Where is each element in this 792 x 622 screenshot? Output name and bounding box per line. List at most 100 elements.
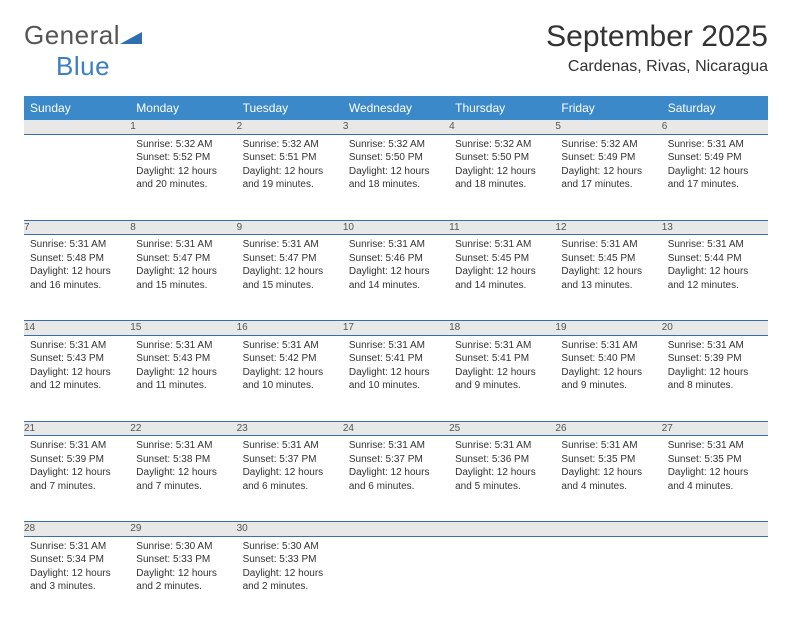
day-cell: Sunrise: 5:31 AMSunset: 5:35 PMDaylight:… (662, 436, 768, 522)
day-line: Sunrise: 5:31 AM (349, 238, 443, 252)
day-line: Sunrise: 5:31 AM (30, 238, 124, 252)
day-cell: Sunrise: 5:32 AMSunset: 5:50 PMDaylight:… (343, 134, 449, 220)
day-number-cell: 27 (662, 421, 768, 436)
day-line: and 2 minutes. (136, 580, 230, 594)
day-cell: Sunrise: 5:31 AMSunset: 5:37 PMDaylight:… (237, 436, 343, 522)
day-line: and 10 minutes. (243, 379, 337, 393)
day-cell: Sunrise: 5:31 AMSunset: 5:44 PMDaylight:… (662, 235, 768, 321)
day-line: Sunset: 5:52 PM (136, 151, 230, 165)
day-line: Daylight: 12 hours (243, 567, 337, 581)
day-line: and 17 minutes. (668, 178, 762, 192)
day-cell: Sunrise: 5:31 AMSunset: 5:47 PMDaylight:… (130, 235, 236, 321)
day-cell: Sunrise: 5:31 AMSunset: 5:49 PMDaylight:… (662, 134, 768, 220)
day-number-cell: 3 (343, 120, 449, 134)
logo: General Blue (24, 20, 142, 82)
day-line: and 7 minutes. (136, 480, 230, 494)
day-line: Sunset: 5:49 PM (668, 151, 762, 165)
day-line: Sunrise: 5:30 AM (243, 540, 337, 554)
day-number-cell: 21 (24, 421, 130, 436)
day-line: Sunrise: 5:31 AM (136, 238, 230, 252)
day-number-row: 123456 (24, 120, 768, 134)
calendar-body: 123456Sunrise: 5:32 AMSunset: 5:52 PMDay… (24, 120, 768, 622)
day-line: Sunset: 5:41 PM (455, 352, 549, 366)
day-cell: Sunrise: 5:31 AMSunset: 5:41 PMDaylight:… (449, 335, 555, 421)
weekday-header: Friday (555, 96, 661, 120)
day-line: and 15 minutes. (136, 279, 230, 293)
day-line: Daylight: 12 hours (668, 265, 762, 279)
day-number-cell: 9 (237, 220, 343, 235)
day-cell (343, 536, 449, 622)
day-line: Daylight: 12 hours (561, 366, 655, 380)
day-cell: Sunrise: 5:31 AMSunset: 5:41 PMDaylight:… (343, 335, 449, 421)
day-line: and 3 minutes. (30, 580, 124, 594)
day-line: Daylight: 12 hours (668, 466, 762, 480)
day-line: Sunset: 5:46 PM (349, 252, 443, 266)
day-number-cell: 4 (449, 120, 555, 134)
day-cell: Sunrise: 5:30 AMSunset: 5:33 PMDaylight:… (130, 536, 236, 622)
day-cell: Sunrise: 5:31 AMSunset: 5:46 PMDaylight:… (343, 235, 449, 321)
day-number-cell (343, 522, 449, 537)
location: Cardenas, Rivas, Nicaragua (546, 58, 768, 76)
day-line: Daylight: 12 hours (455, 165, 549, 179)
day-number-cell: 20 (662, 321, 768, 336)
day-line: Daylight: 12 hours (455, 466, 549, 480)
day-line: Daylight: 12 hours (243, 165, 337, 179)
day-line: Sunset: 5:41 PM (349, 352, 443, 366)
logo-triangle-icon (120, 20, 142, 51)
day-line: Daylight: 12 hours (561, 466, 655, 480)
day-number-cell: 24 (343, 421, 449, 436)
day-line: Sunset: 5:43 PM (136, 352, 230, 366)
day-line: Daylight: 12 hours (668, 366, 762, 380)
day-line: and 5 minutes. (455, 480, 549, 494)
day-data-row: Sunrise: 5:31 AMSunset: 5:39 PMDaylight:… (24, 436, 768, 522)
day-line: Sunset: 5:47 PM (243, 252, 337, 266)
day-number-cell: 18 (449, 321, 555, 336)
day-line: Sunset: 5:49 PM (561, 151, 655, 165)
day-cell: Sunrise: 5:31 AMSunset: 5:47 PMDaylight:… (237, 235, 343, 321)
day-line: Sunrise: 5:31 AM (455, 439, 549, 453)
day-line: Sunrise: 5:31 AM (561, 439, 655, 453)
day-line: Daylight: 12 hours (243, 366, 337, 380)
day-line: Daylight: 12 hours (30, 366, 124, 380)
day-cell: Sunrise: 5:31 AMSunset: 5:34 PMDaylight:… (24, 536, 130, 622)
day-cell: Sunrise: 5:31 AMSunset: 5:45 PMDaylight:… (555, 235, 661, 321)
day-number-cell: 23 (237, 421, 343, 436)
day-number-cell (662, 522, 768, 537)
day-line: Sunrise: 5:32 AM (455, 138, 549, 152)
day-line: Daylight: 12 hours (349, 366, 443, 380)
day-line: Daylight: 12 hours (136, 366, 230, 380)
day-line: and 6 minutes. (243, 480, 337, 494)
day-cell: Sunrise: 5:31 AMSunset: 5:37 PMDaylight:… (343, 436, 449, 522)
weekday-header: Thursday (449, 96, 555, 120)
day-line: Sunset: 5:34 PM (30, 553, 124, 567)
day-number-cell: 30 (237, 522, 343, 537)
day-line: Sunrise: 5:31 AM (349, 439, 443, 453)
day-line: Daylight: 12 hours (668, 165, 762, 179)
day-cell: Sunrise: 5:31 AMSunset: 5:35 PMDaylight:… (555, 436, 661, 522)
day-number-cell: 2 (237, 120, 343, 134)
day-number-cell: 28 (24, 522, 130, 537)
day-line: and 2 minutes. (243, 580, 337, 594)
day-line: Daylight: 12 hours (243, 466, 337, 480)
day-line: Sunset: 5:44 PM (668, 252, 762, 266)
day-line: Sunset: 5:50 PM (455, 151, 549, 165)
day-number-cell: 12 (555, 220, 661, 235)
day-cell: Sunrise: 5:31 AMSunset: 5:39 PMDaylight:… (662, 335, 768, 421)
day-number-cell: 26 (555, 421, 661, 436)
day-line: and 20 minutes. (136, 178, 230, 192)
day-line: Sunset: 5:43 PM (30, 352, 124, 366)
day-line: and 7 minutes. (30, 480, 124, 494)
day-cell (662, 536, 768, 622)
day-cell: Sunrise: 5:32 AMSunset: 5:49 PMDaylight:… (555, 134, 661, 220)
day-number-cell (24, 120, 130, 134)
day-cell: Sunrise: 5:31 AMSunset: 5:43 PMDaylight:… (130, 335, 236, 421)
day-line: Sunrise: 5:31 AM (30, 439, 124, 453)
day-line: and 11 minutes. (136, 379, 230, 393)
day-number-cell: 5 (555, 120, 661, 134)
day-line: and 14 minutes. (349, 279, 443, 293)
day-line: Daylight: 12 hours (136, 165, 230, 179)
logo-text: General Blue (24, 20, 142, 82)
weekday-header: Tuesday (237, 96, 343, 120)
header: General Blue September 2025 Cardenas, Ri… (24, 20, 768, 82)
day-number-cell: 15 (130, 321, 236, 336)
